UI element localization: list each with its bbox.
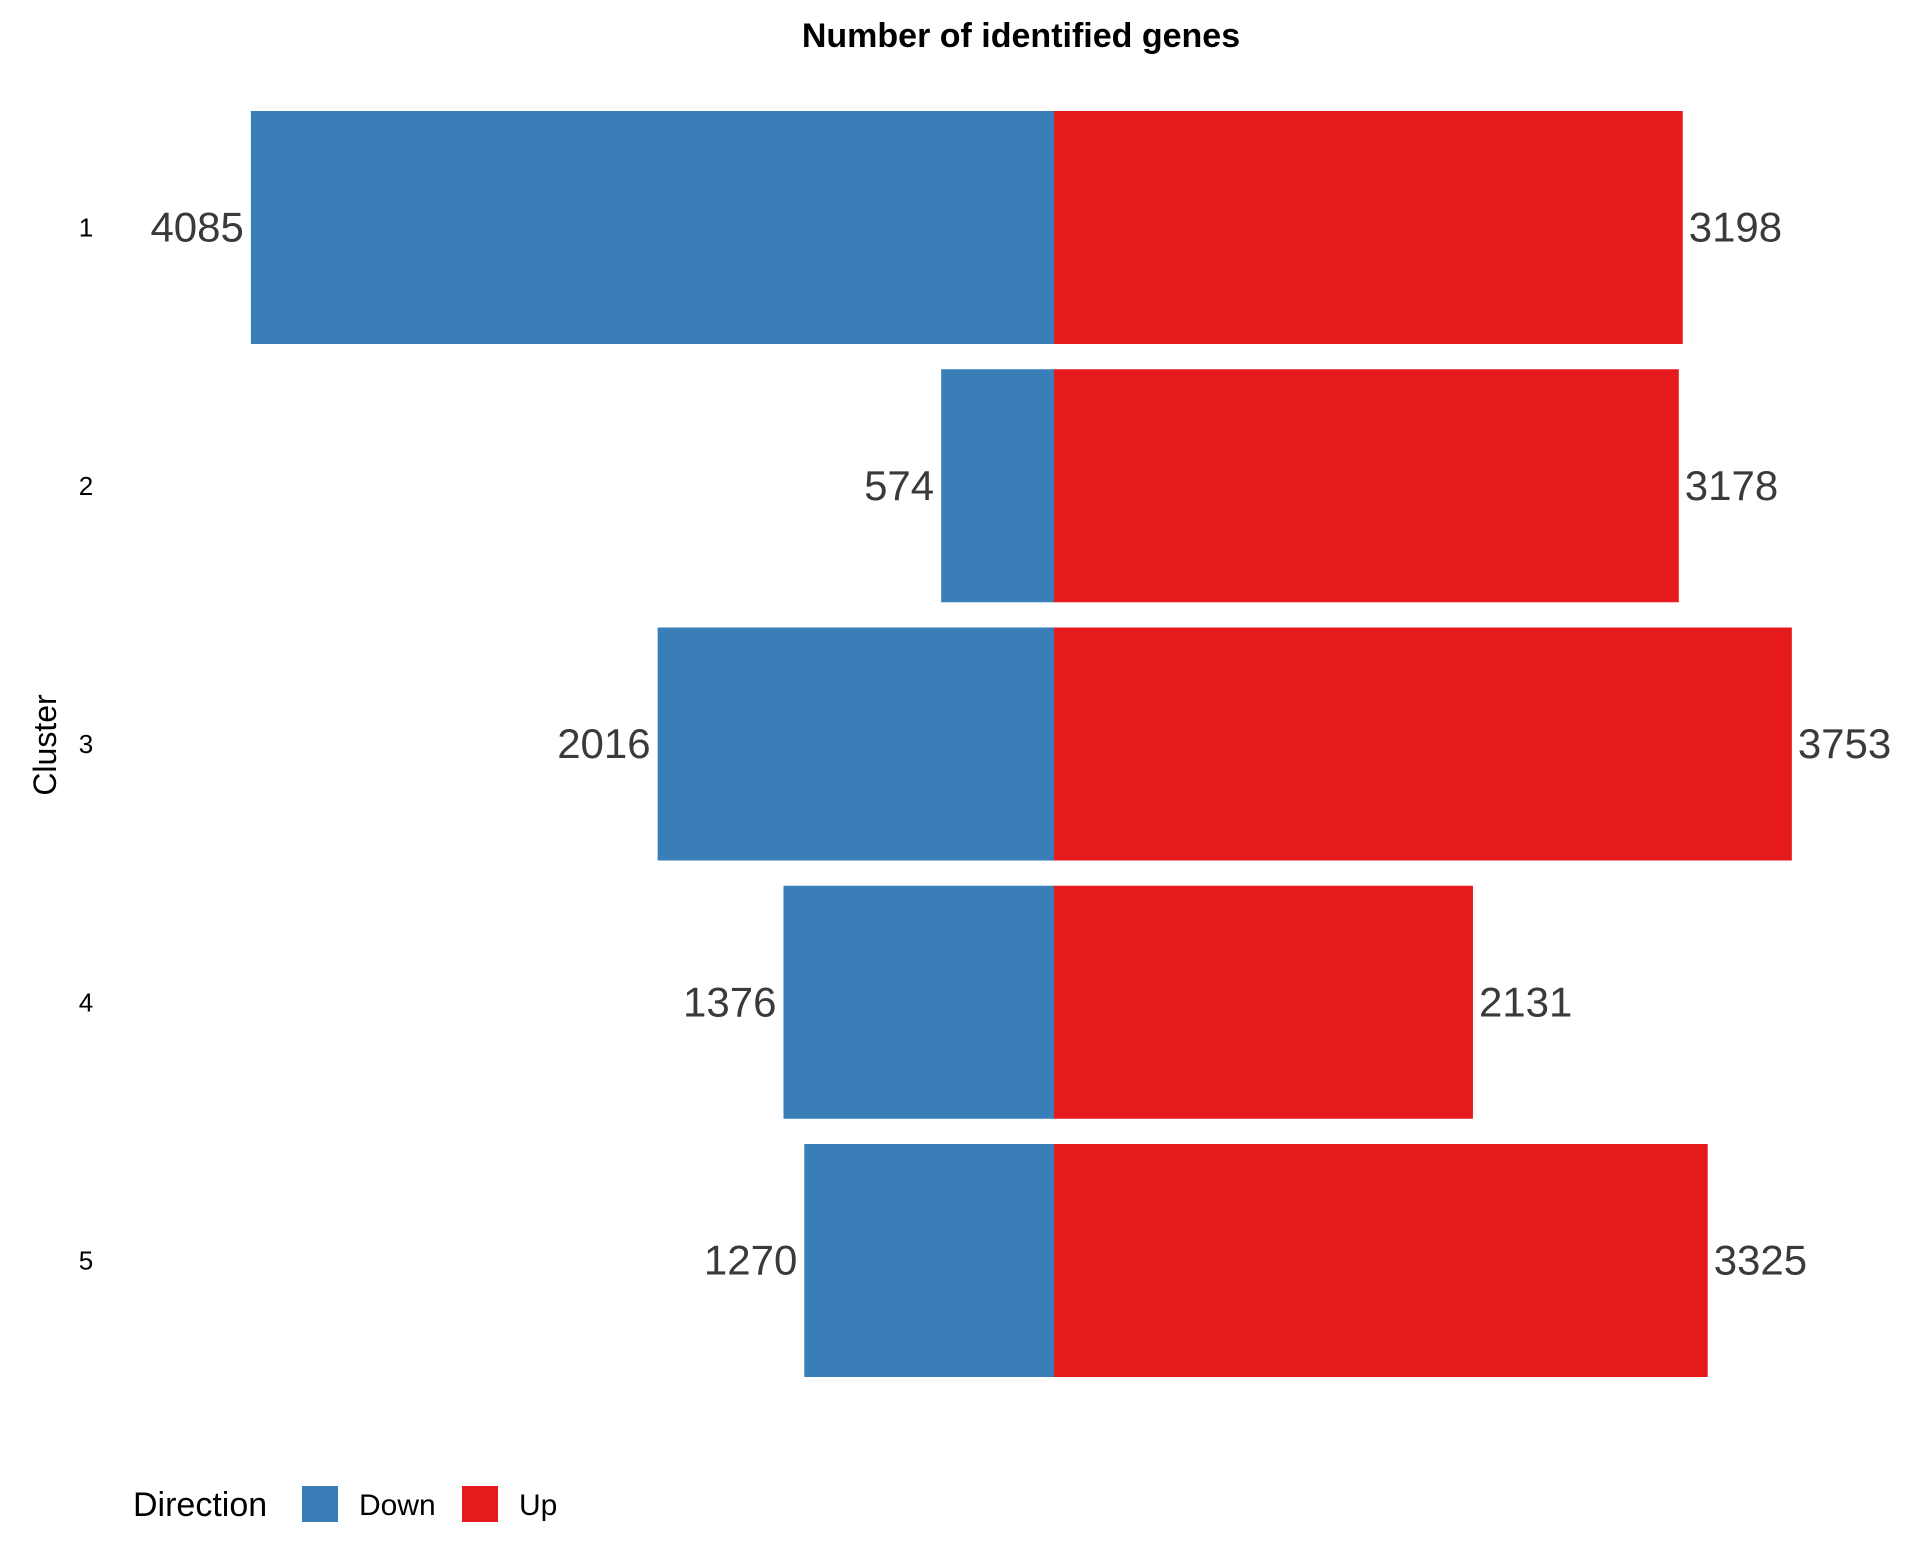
bar-down (941, 369, 1054, 603)
value-label-down: 4085 (150, 204, 243, 251)
chart-title: Number of identified genes (802, 17, 1240, 55)
value-label-up: 3325 (1714, 1237, 1807, 1284)
legend-label-up: Up (519, 1489, 557, 1522)
value-label-down: 2016 (557, 720, 650, 767)
category-labels: 1 2 3 4 5 (79, 213, 93, 1276)
value-label-up: 2131 (1479, 978, 1572, 1025)
bar-down (250, 111, 1054, 344)
bar-up (1054, 1144, 1708, 1377)
value-label-up: 3753 (1798, 720, 1891, 767)
value-label-down: 1376 (683, 978, 776, 1025)
y-axis-label: Cluster (27, 694, 63, 796)
cluster-tick-label: 4 (79, 987, 93, 1017)
bar-down (804, 1144, 1054, 1377)
bar-down (783, 885, 1054, 1119)
value-label-up: 3198 (1689, 204, 1782, 251)
cluster-tick-label: 3 (79, 729, 93, 759)
value-label-down: 574 (864, 462, 934, 509)
bar-up (1054, 111, 1683, 344)
value-label-up: 3178 (1685, 462, 1778, 509)
cluster-tick-label: 2 (79, 471, 93, 501)
bars (250, 111, 1792, 1377)
bar-up (1054, 885, 1473, 1119)
legend-swatch-up (462, 1486, 498, 1522)
value-labels: 4085 3198 574 3178 2016 3753 1376 2131 1270 3325 (150, 204, 1891, 1284)
bar-down (657, 627, 1054, 861)
legend-swatch-down (302, 1486, 338, 1522)
cluster-tick-label: 5 (79, 1246, 93, 1276)
legend-label-down: Down (359, 1489, 436, 1522)
legend-items: Down Up (302, 1486, 557, 1522)
bar-up (1054, 627, 1792, 861)
value-label-down: 1270 (704, 1237, 797, 1284)
legend-title: Direction (133, 1486, 267, 1524)
cluster-tick-label: 1 (79, 213, 93, 243)
legend: Direction Down Up (133, 1486, 557, 1524)
bar-up (1054, 369, 1679, 603)
